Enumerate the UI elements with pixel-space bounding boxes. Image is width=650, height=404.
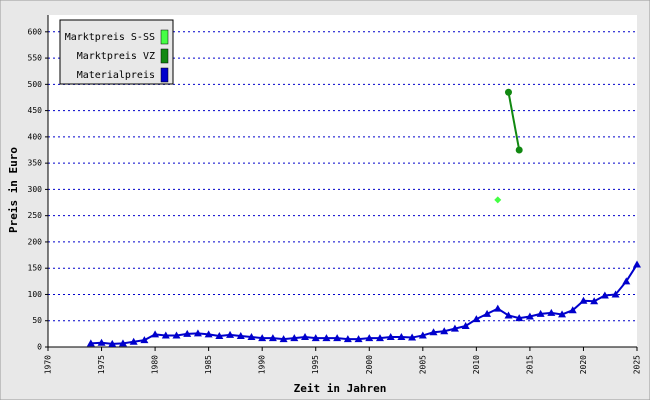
x-tick-label: 1975 — [97, 355, 106, 374]
y-tick-label: 200 — [28, 237, 43, 246]
y-tick-label: 0 — [37, 343, 42, 352]
y-tick-label: 300 — [28, 185, 43, 194]
marker — [86, 339, 95, 347]
marker — [461, 321, 470, 329]
marker — [311, 334, 320, 342]
marker — [161, 331, 170, 339]
marker — [622, 277, 631, 285]
y-tick-label: 350 — [28, 159, 43, 168]
marker — [525, 312, 534, 320]
marker — [108, 339, 117, 347]
y-axis-label: Preis in Euro — [7, 147, 20, 233]
marker — [611, 290, 620, 298]
marker — [226, 330, 235, 338]
marker — [118, 339, 127, 347]
legend-label: Marktpreis S-SS — [65, 32, 155, 43]
marker — [375, 334, 384, 342]
marker — [204, 330, 213, 338]
marker — [268, 334, 277, 342]
marker — [450, 324, 459, 332]
marker — [600, 291, 609, 299]
marker — [236, 331, 245, 339]
marker — [483, 309, 492, 317]
y-tick-label: 50 — [32, 316, 42, 325]
marker — [558, 310, 567, 318]
marker — [247, 333, 256, 341]
marker — [440, 327, 449, 335]
marker — [354, 335, 363, 343]
y-tick-label: 150 — [28, 264, 43, 273]
marker — [129, 337, 138, 345]
marker — [333, 334, 342, 342]
series-line — [90, 263, 638, 345]
y-tick-label: 450 — [28, 106, 43, 115]
legend-box — [59, 19, 174, 85]
y-tick-label: 100 — [28, 290, 43, 299]
marker — [504, 311, 513, 319]
legend-swatch — [160, 48, 169, 64]
marker — [494, 196, 502, 204]
y-tick-label: 250 — [28, 211, 43, 220]
marker — [258, 334, 267, 342]
marker — [343, 335, 352, 343]
marker — [183, 329, 192, 337]
y-tick-label: 500 — [28, 80, 43, 89]
y-tick-label: 600 — [28, 27, 43, 36]
marker — [515, 146, 523, 154]
marker — [151, 330, 160, 338]
x-tick-label: 1990 — [258, 355, 267, 374]
marker — [472, 315, 481, 323]
marker — [172, 331, 181, 339]
x-tick-label: 1980 — [151, 355, 160, 374]
marker — [536, 309, 545, 317]
legend-swatch — [160, 67, 169, 83]
marker — [633, 260, 641, 268]
marker — [215, 331, 224, 339]
marker — [408, 333, 417, 341]
marker — [579, 296, 588, 304]
x-axis-label: Zeit in Jahren — [294, 382, 387, 395]
legend: Marktpreis S-SS Marktpreis VZ Materialprei… — [59, 19, 174, 85]
legend-label: Marktpreis VZ — [77, 51, 155, 62]
marker — [279, 335, 288, 343]
marker — [97, 338, 106, 346]
x-tick-label: 2020 — [579, 355, 588, 374]
legend-label: Materialpreis — [77, 70, 155, 81]
marker — [547, 308, 556, 316]
series-line — [507, 92, 521, 151]
marker — [504, 88, 512, 96]
marker — [322, 334, 331, 342]
marker — [397, 333, 406, 341]
y-tick-label: 550 — [28, 54, 43, 63]
x-tick-label: 2005 — [418, 355, 427, 374]
marker — [140, 336, 149, 344]
marker — [301, 333, 310, 341]
x-tick-label: 2025 — [633, 355, 642, 374]
marker — [365, 334, 374, 342]
marker — [193, 329, 202, 337]
marker — [386, 333, 395, 341]
legend-swatch — [160, 29, 169, 45]
x-tick-label: 2010 — [472, 355, 481, 374]
marker — [493, 304, 502, 312]
marker — [568, 306, 577, 314]
x-tick-label: 1970 — [44, 355, 53, 374]
marker — [515, 314, 524, 322]
x-tick-label: 2015 — [525, 355, 534, 374]
x-tick-label: 1995 — [311, 355, 320, 374]
marker — [590, 297, 599, 305]
marker — [418, 331, 427, 339]
x-tick-label: 1985 — [204, 355, 213, 374]
x-tick-label: 2000 — [365, 355, 374, 374]
marker — [290, 334, 299, 342]
y-tick-label: 400 — [28, 132, 43, 141]
marker — [429, 328, 438, 336]
